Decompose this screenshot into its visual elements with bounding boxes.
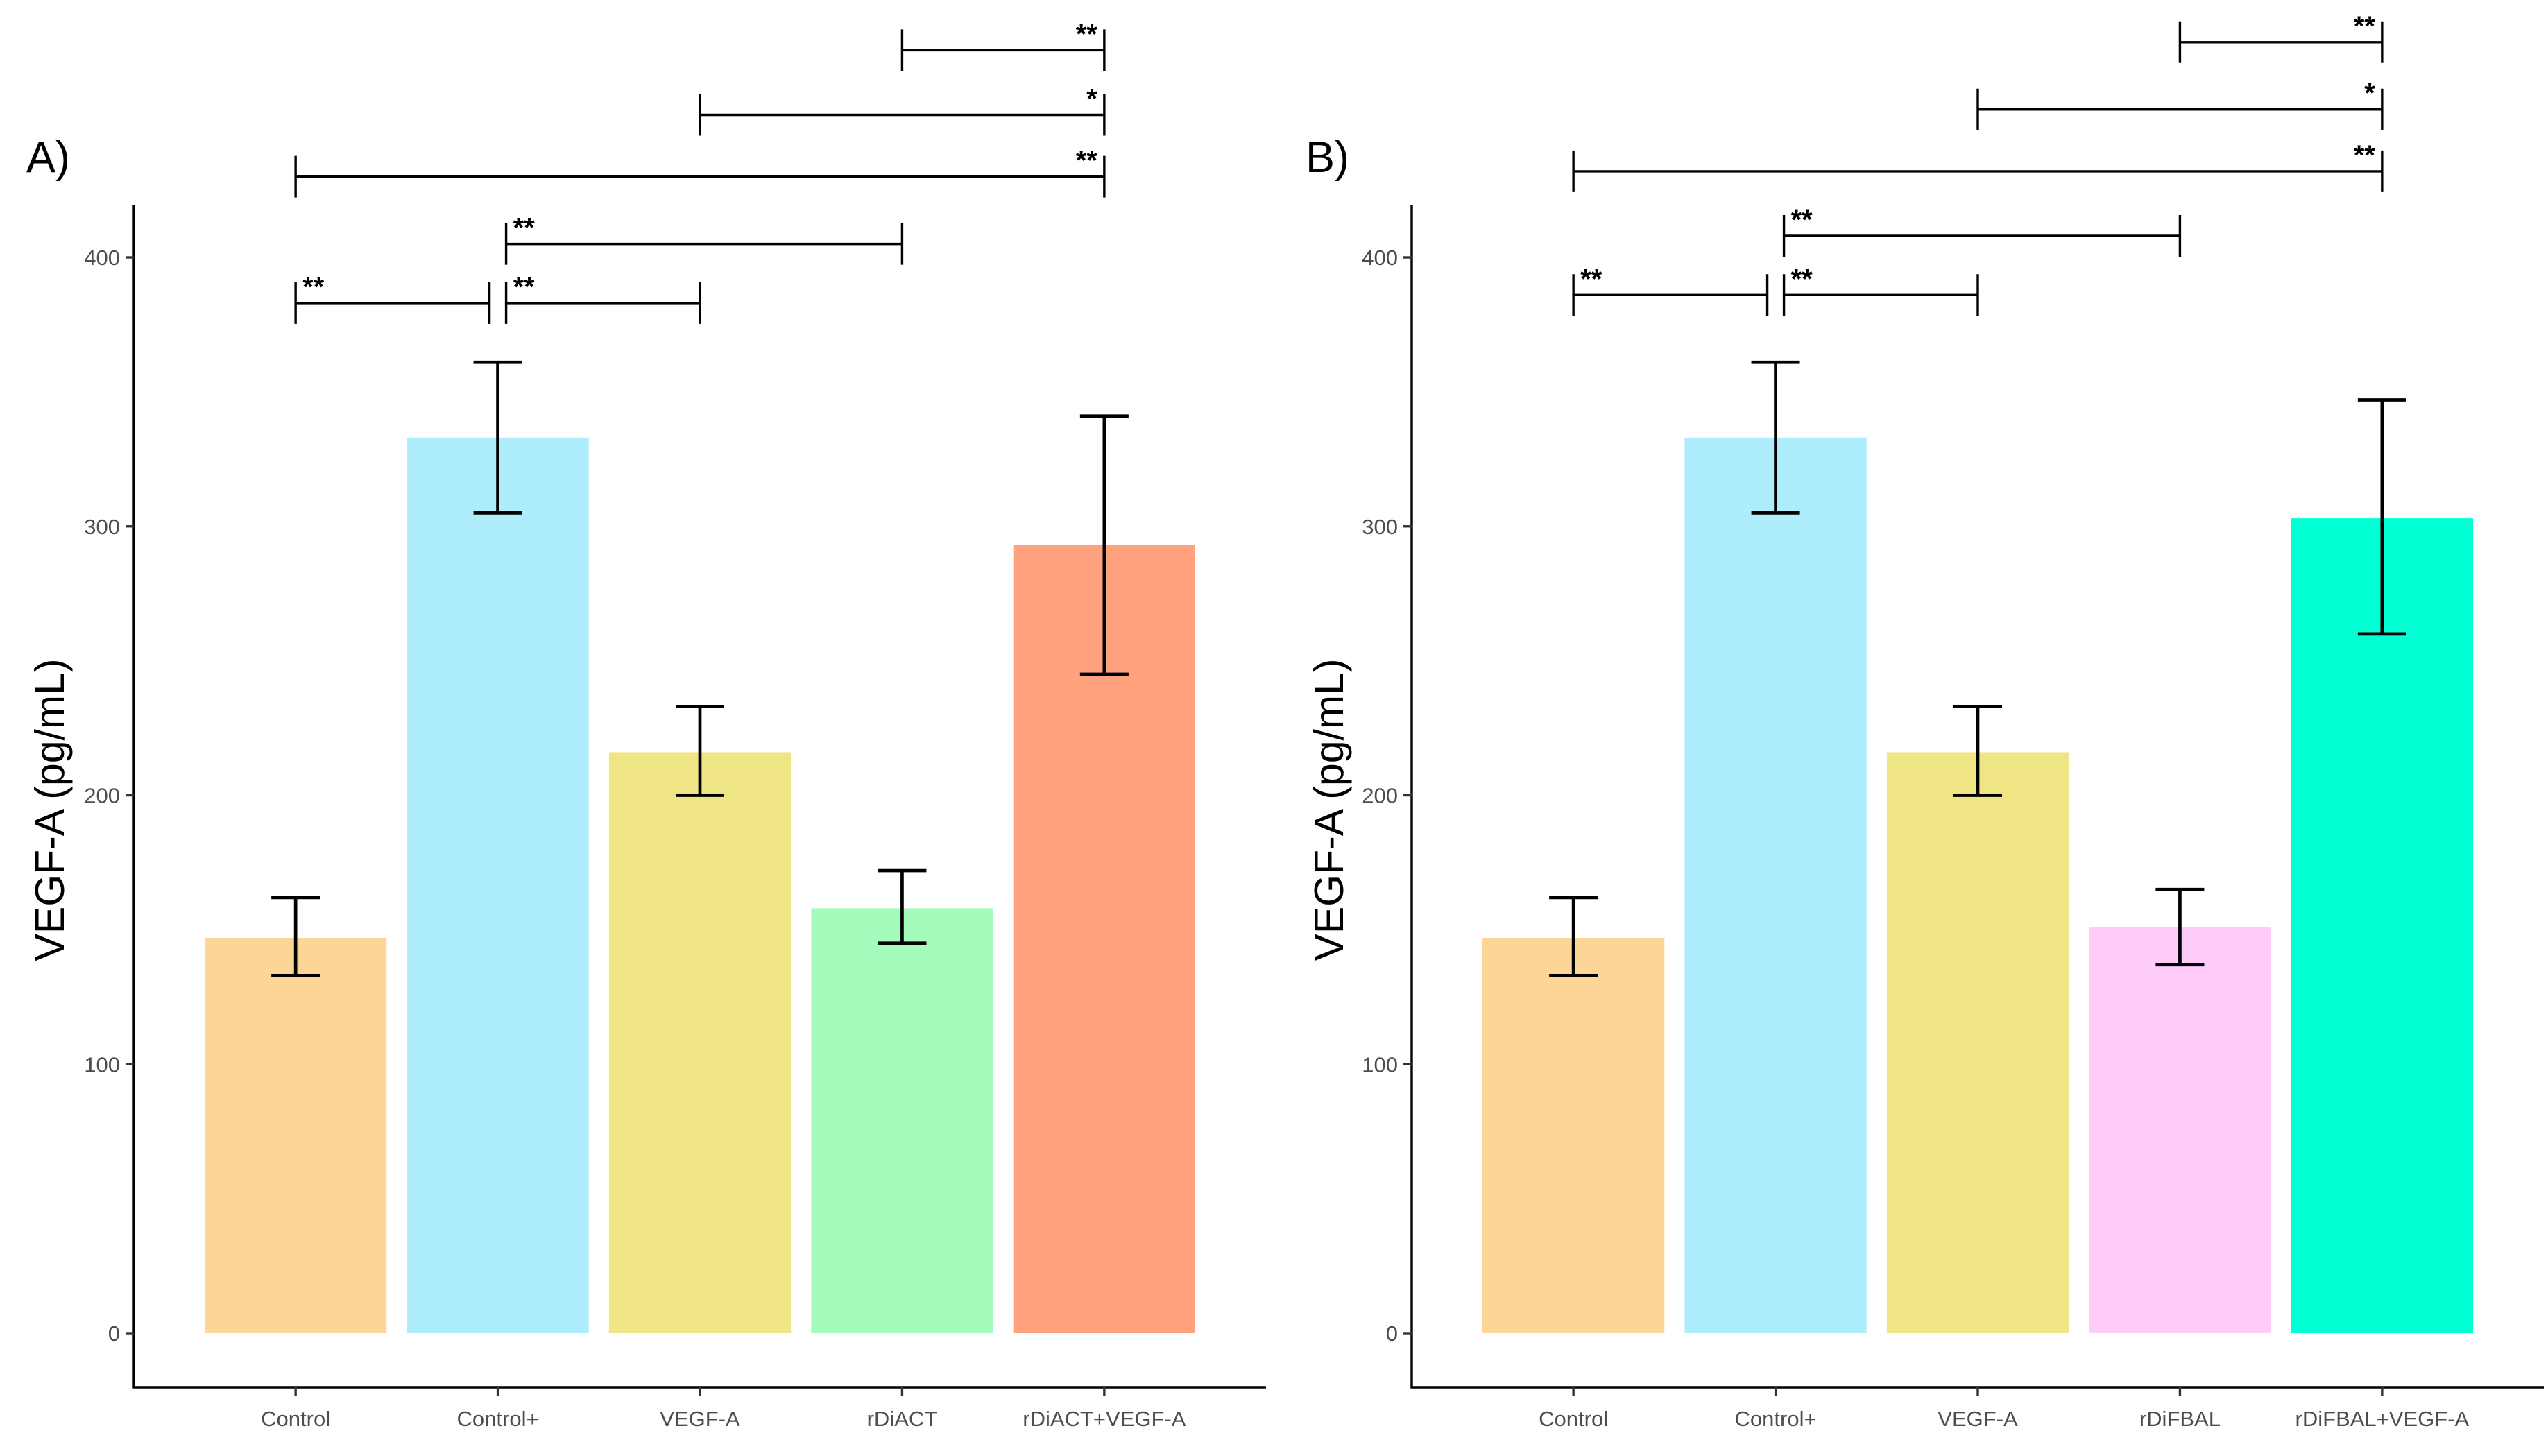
significance-label-a-5: ** [1076,19,1098,49]
x-tick-label-a-2: VEGF-A [660,1407,740,1431]
significance-label-b-2: ** [1791,205,1813,235]
error-bar-a-1 [473,360,522,515]
significance-bracket-b-4 [1976,88,2384,130]
panel-a: A) VEGF-A (pg/mL) 0 100 200 300 400 Control Cont… [26,19,1266,1431]
significance-bracket-b-2 [1782,214,2182,257]
error-bar-b-2 [1953,705,2002,797]
x-tick-label-b-3: rDiFBAL [2139,1407,2221,1431]
y-tick-label-a-0: 0 [108,1321,120,1346]
bar-b-1 [1684,437,1867,1333]
error-bar-a-2 [676,705,724,797]
bar-a-4 [1013,545,1195,1333]
panel-label-b: B) [1306,133,1349,182]
y-axis-title-b: VEGF-A (pg/mL) [1306,658,1352,961]
significance-bracket-a-0 [294,282,491,324]
significance-bracket-a-1 [504,282,701,324]
significance-label-a-1: ** [513,272,536,302]
panel-label-a: A) [26,133,70,182]
significance-label-b-1: ** [1791,264,1813,294]
significance-label-a-2: ** [513,213,536,243]
bar-a-0 [205,938,387,1333]
error-bar-b-1 [1751,360,1800,515]
error-bar-b-0 [1549,896,1598,977]
significance-bracket-a-3 [294,155,1106,198]
axes-b [1410,205,2544,1389]
bar-b-2 [1886,752,2069,1333]
significance-label-b-5: ** [2354,11,2376,42]
bar-b-4 [2291,518,2473,1334]
bar-a-2 [608,752,792,1333]
significance-label-a-4: * [1086,83,1097,114]
bar-a-1 [407,437,589,1333]
x-tick-label-a-1: Control+ [457,1407,539,1431]
significance-bracket-a-5 [900,29,1106,71]
y-tick-label-b-3: 300 [1362,515,1398,539]
significance-bracket-b-0 [1572,274,1769,316]
x-tick-label-b-2: VEGF-A [1938,1407,2018,1431]
x-tick-label-b-0: Control [1539,1407,1608,1431]
panel-b: B) VEGF-A (pg/mL) 0 100 200 300 400 Control Cont… [1306,11,2544,1431]
significance-bracket-a-4 [699,94,1106,136]
significance-label-a-3: ** [1076,146,1098,176]
x-tick-label-a-0: Control [261,1407,330,1431]
y-tick-label-b-4: 400 [1362,246,1398,270]
significance-bracket-b-3 [1572,150,2384,192]
x-tick-label-b-4: rDiFBAL+VEGF-A [2295,1407,2470,1431]
error-bar-b-3 [2155,887,2205,967]
bar-b-3 [2089,927,2271,1333]
significance-bracket-a-2 [504,223,904,265]
error-bar-a-0 [271,896,320,977]
significance-label-b-4: * [2364,78,2375,109]
y-tick-label-b-1: 100 [1362,1052,1398,1077]
y-tick-label-a-3: 300 [84,515,120,539]
x-tick-label-a-3: rDiACT [867,1407,938,1431]
y-tick-label-a-4: 400 [84,246,120,270]
significance-label-a-0: ** [302,272,325,302]
y-tick-label-a-2: 200 [84,784,120,808]
bar-b-0 [1482,938,1665,1333]
error-bar-a-3 [878,868,927,945]
bar-a-3 [811,908,993,1333]
y-tick-label-b-2: 200 [1362,784,1398,808]
error-bar-b-4 [2357,398,2406,636]
y-axis-title-a: VEGF-A (pg/mL) [27,658,73,961]
y-tick-label-a-1: 100 [84,1052,120,1077]
error-bar-a-4 [1079,414,1129,676]
axes-a [132,205,1266,1389]
y-tick-label-b-0: 0 [1386,1321,1398,1346]
significance-label-b-0: ** [1580,264,1602,294]
significance-bracket-b-5 [2178,21,2384,63]
x-tick-label-b-1: Control+ [1735,1407,1817,1431]
significance-label-b-3: ** [2354,140,2376,171]
significance-bracket-b-1 [1782,274,1979,316]
x-tick-label-a-4: rDiACT+VEGF-A [1023,1407,1186,1431]
